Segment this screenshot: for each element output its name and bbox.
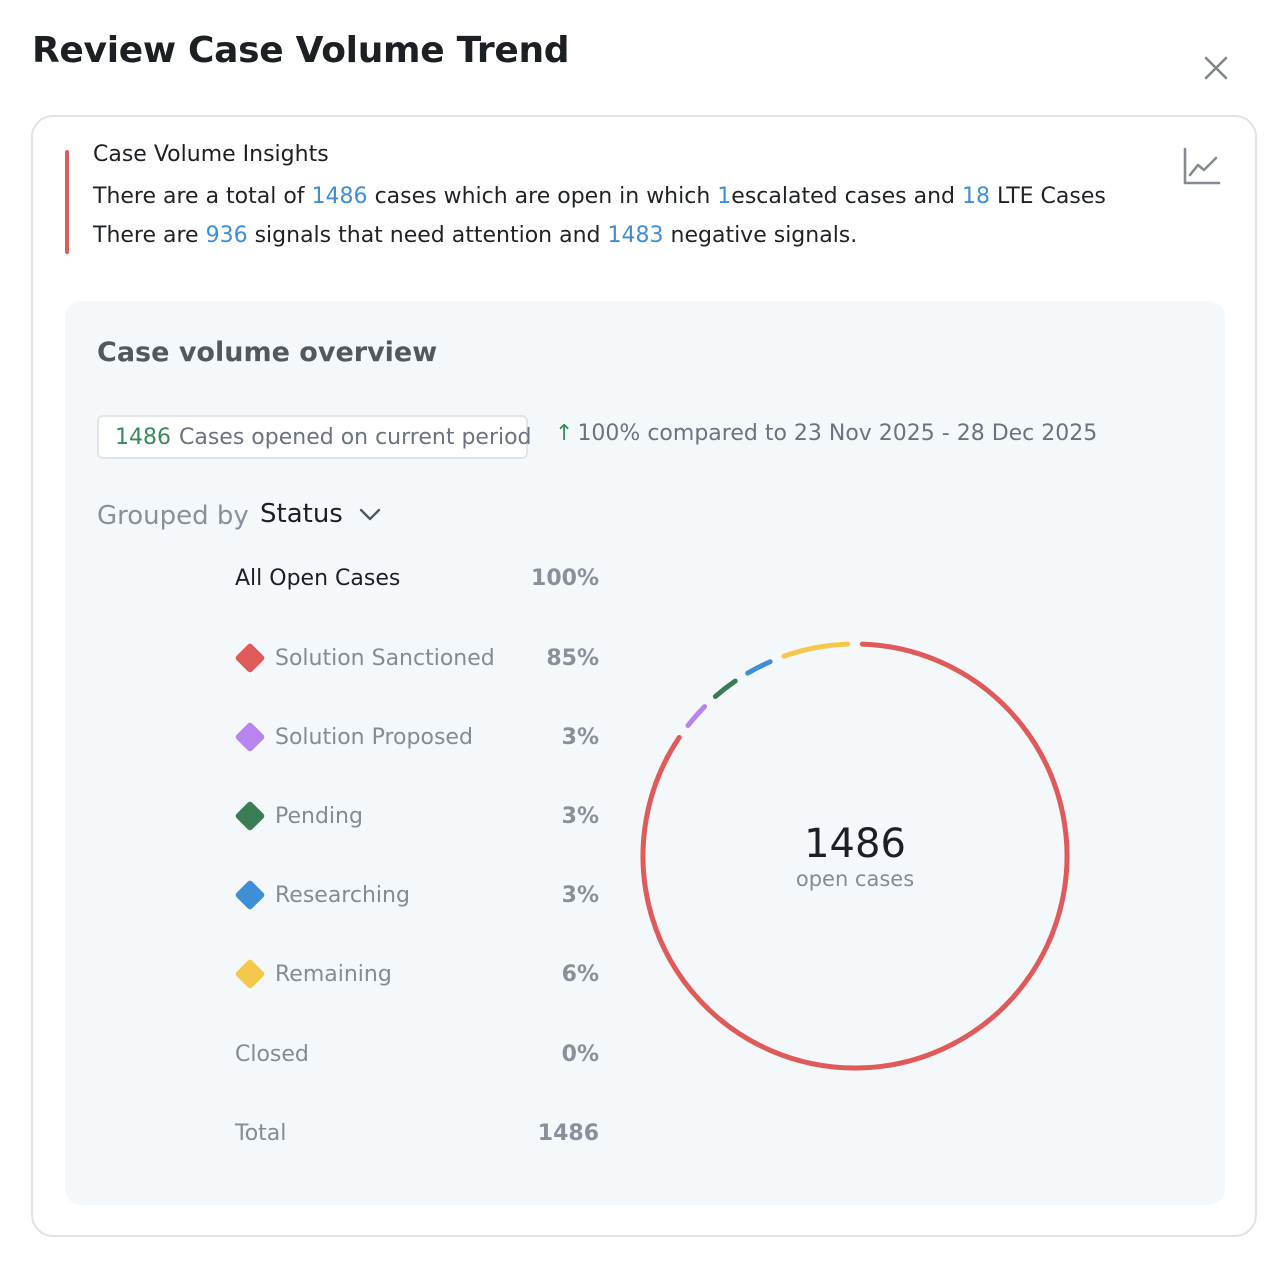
trend-chart-button[interactable] (1181, 145, 1223, 187)
legend-value: 0% (561, 1041, 599, 1067)
grouped-by-label: Grouped by (97, 501, 249, 531)
attention-signals-value: 936 (205, 223, 248, 248)
insight-text: LTE Cases (997, 184, 1106, 209)
negative-signals-value: 1483 (607, 223, 664, 248)
insights-accent-bar (65, 150, 69, 254)
legend-value: 3% (561, 724, 599, 750)
modal-title: Review Case Volume Trend (32, 30, 570, 71)
close-button[interactable] (1196, 48, 1236, 88)
period-count: 1486 (115, 424, 171, 450)
donut-center-value: 1486 (804, 821, 906, 867)
legend-row-solution-sanctioned: Solution Sanctioned 85% (234, 641, 599, 675)
donut-segment-solution-sanctioned (640, 641, 1070, 1071)
insight-text: cases which are open in which (374, 184, 711, 209)
legend-value: 6% (561, 961, 599, 987)
insight-text: signals that need attention and (254, 223, 601, 248)
legend-row-solution-proposed: Solution Proposed 3% (234, 720, 599, 754)
legend-value: 85% (546, 645, 599, 671)
close-icon[interactable] (1196, 48, 1236, 88)
donut-segment-researching (745, 659, 773, 676)
diamond-marker-icon (234, 800, 266, 832)
donut-segment-pending (712, 678, 738, 699)
legend-row-total: Total 1486 (235, 1116, 599, 1150)
grouped-by-value[interactable]: Status (260, 499, 343, 529)
case-volume-overview-panel: Case volume overview 1486 Cases opened o… (65, 301, 1225, 1205)
legend-row-pending: Pending 3% (234, 799, 599, 833)
legend-value: 3% (561, 803, 599, 829)
period-text: Cases opened on current period (179, 424, 532, 450)
chevron-down-icon[interactable] (357, 501, 383, 527)
comparison-label: 100% compared to 23 Nov 2025 - 28 Dec 20… (577, 421, 1098, 446)
total-open-cases-value: 1486 (311, 184, 368, 209)
diamond-marker-icon (234, 642, 266, 674)
legend-row-all-open: All Open Cases 100% (235, 561, 599, 595)
diamond-marker-icon (234, 879, 266, 911)
legend-label: Pending (275, 803, 363, 829)
escalated-cases-value: 1 (717, 184, 732, 209)
donut-svg (640, 641, 1070, 1071)
diamond-marker-icon (234, 721, 266, 753)
legend-value: 100% (531, 565, 599, 591)
donut-center-label: open cases (795, 867, 915, 891)
legend-label: Solution Proposed (275, 724, 473, 750)
grouped-by-dropdown[interactable]: Status (260, 499, 383, 529)
overview-title: Case volume overview (97, 337, 438, 368)
status-donut-chart: 1486 open cases (630, 631, 1080, 1081)
legend-label: Researching (275, 882, 410, 908)
legend-value: 1486 (537, 1120, 599, 1146)
legend-label: Closed (235, 1041, 309, 1067)
current-period-chip: 1486 Cases opened on current period (97, 415, 532, 459)
insights-card: Case Volume Insights There are a total o… (31, 115, 1257, 1237)
insights-title: Case Volume Insights (93, 142, 329, 167)
insight-line-cases: There are a total of 1486 cases which ar… (93, 184, 1106, 209)
arrow-up-icon: ↑ (555, 421, 574, 446)
insight-text: There are (93, 223, 199, 248)
comparison-text: ↑ 100% compared to 23 Nov 2025 - 28 Dec … (555, 421, 1097, 446)
insight-text: negative signals. (670, 223, 858, 248)
diamond-marker-icon (234, 958, 266, 990)
legend-label: Total (235, 1120, 287, 1146)
line-chart-icon[interactable] (1181, 145, 1223, 187)
legend-row-closed: Closed 0% (235, 1037, 599, 1071)
insight-text: escalated cases and (731, 184, 955, 209)
legend-row-researching: Researching 3% (234, 878, 599, 912)
insight-text: There are a total of (93, 184, 305, 209)
donut-segment-solution-proposed (685, 704, 708, 728)
legend-label: Remaining (275, 961, 392, 987)
legend-row-remaining: Remaining 6% (234, 957, 599, 991)
donut-segment-remaining (781, 641, 851, 659)
legend-label: All Open Cases (235, 565, 401, 591)
legend-label: Solution Sanctioned (275, 645, 495, 671)
legend-value: 3% (561, 882, 599, 908)
lte-cases-value: 18 (962, 184, 990, 209)
donut-center: 1486 open cases (630, 631, 1080, 1081)
insight-line-signals: There are 936 signals that need attentio… (93, 223, 857, 248)
